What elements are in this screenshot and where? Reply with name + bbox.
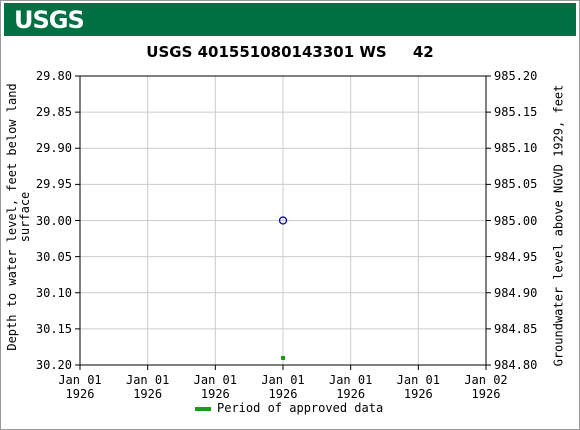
x-tick-label: Jan 01 1926 (261, 373, 305, 401)
y-tick-label: 30.15 (35, 321, 72, 336)
y2-tick-label: 985.15 (494, 105, 538, 120)
x-tick-label: Jan 02 1926 (464, 373, 508, 401)
x-tick-label: Jan 01 1926 (328, 373, 373, 401)
x-tick-label: Jan 01 1926 (125, 373, 170, 401)
y2-tick-label: 985.10 (494, 141, 538, 156)
y-tick-label: 30.20 (35, 358, 72, 372)
x-tick-label: Jan 01 1926 (193, 373, 237, 401)
plot-border (79, 75, 487, 366)
y-tick-label: 29.95 (35, 177, 72, 192)
logo: USGS (14, 6, 85, 34)
y-tick-label: 30.05 (35, 249, 72, 264)
x-tick-label: Jan 01 1926 (58, 373, 102, 401)
header-bar: USGS (4, 3, 576, 36)
data-point (278, 216, 288, 225)
y2-tick-label: 985.00 (494, 213, 538, 228)
y-tick-label: 29.80 (35, 69, 72, 83)
y2-tick-label: 984.90 (494, 285, 538, 300)
chart-title: USGS 401551080143301 WS 42 (146, 43, 434, 61)
y2-tick-label: 985.05 (494, 177, 538, 192)
approved-period (281, 356, 285, 360)
legend-label: Period of approved data (217, 401, 384, 415)
y-tick-label: 30.00 (35, 213, 72, 228)
y-tick-label: 29.85 (35, 105, 72, 120)
y2-tick-label: 984.95 (494, 249, 538, 264)
y2-tick-label: 984.85 (494, 321, 538, 336)
y2-tick-label: 984.80 (494, 358, 538, 372)
y2-tick-label: 985.20 (494, 69, 538, 83)
x-tick-label: Jan 01 1926 (396, 373, 440, 401)
y-tick-label: 29.90 (35, 141, 72, 156)
y-tick-label: 30.10 (35, 285, 72, 300)
